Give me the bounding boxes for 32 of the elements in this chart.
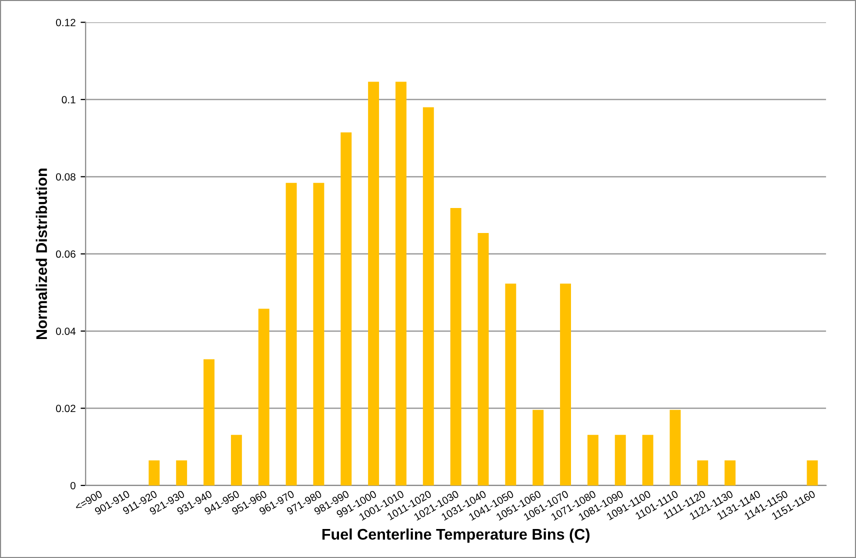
- bar: [670, 410, 681, 486]
- y-tick-label: 0.1: [62, 96, 76, 104]
- y-tick-label: 0.08: [56, 173, 76, 181]
- bar: [340, 132, 352, 486]
- bar: [286, 182, 297, 486]
- x-axis-title: Fuel Centerline Temperature Bins (C): [322, 528, 590, 543]
- bar: [505, 284, 516, 486]
- bar: [806, 460, 818, 486]
- bar: [422, 107, 434, 486]
- bar: [204, 359, 214, 486]
- bar: [642, 434, 654, 486]
- bar: [724, 460, 736, 486]
- bar: [148, 460, 160, 486]
- y-axis-title: Normalized Distribution: [36, 168, 48, 340]
- y-tick-label: 0.02: [56, 404, 76, 412]
- bar: [368, 82, 380, 486]
- y-tick-label: 0: [70, 482, 76, 490]
- bar: [450, 208, 462, 486]
- bar: [395, 82, 406, 486]
- bar: [478, 233, 489, 486]
- y-tick-label: 0.04: [56, 328, 76, 335]
- bar: [313, 182, 324, 486]
- bar: [230, 434, 242, 486]
- bar: [697, 460, 708, 486]
- bar: [587, 434, 598, 486]
- bar: [560, 284, 571, 486]
- bar: [532, 410, 544, 486]
- y-tick-label: 0.06: [56, 250, 76, 258]
- bar: [176, 460, 188, 486]
- y-tick-label: 0.12: [56, 18, 76, 26]
- bar: [614, 434, 626, 486]
- bar: [258, 308, 270, 486]
